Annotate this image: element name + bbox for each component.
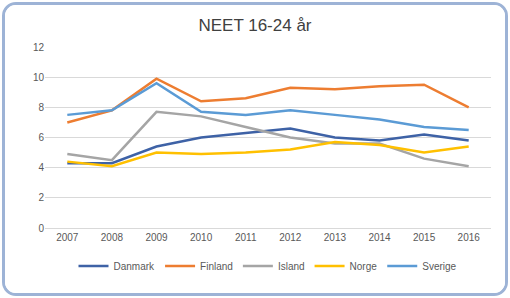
- svg-text:12: 12: [33, 42, 45, 53]
- svg-text:6: 6: [38, 132, 44, 143]
- svg-text:4: 4: [38, 162, 44, 173]
- svg-text:Island: Island: [278, 261, 305, 272]
- svg-text:2007: 2007: [56, 232, 79, 243]
- svg-text:2016: 2016: [458, 232, 481, 243]
- svg-text:Danmark: Danmark: [114, 261, 156, 272]
- svg-text:2014: 2014: [368, 232, 391, 243]
- svg-text:NEET 16-24 år: NEET 16-24 år: [198, 16, 311, 35]
- svg-text:2013: 2013: [324, 232, 347, 243]
- svg-text:0: 0: [38, 223, 44, 234]
- svg-text:2009: 2009: [145, 232, 168, 243]
- svg-text:2012: 2012: [279, 232, 302, 243]
- svg-text:2: 2: [38, 192, 44, 203]
- svg-text:2010: 2010: [190, 232, 213, 243]
- svg-text:Norge: Norge: [350, 261, 378, 272]
- svg-text:2015: 2015: [413, 232, 436, 243]
- svg-text:10: 10: [33, 72, 45, 83]
- svg-text:2008: 2008: [101, 232, 124, 243]
- svg-text:8: 8: [38, 102, 44, 113]
- svg-text:Sverige: Sverige: [422, 261, 456, 272]
- svg-text:2011: 2011: [235, 232, 257, 243]
- svg-text:Finland: Finland: [200, 261, 233, 272]
